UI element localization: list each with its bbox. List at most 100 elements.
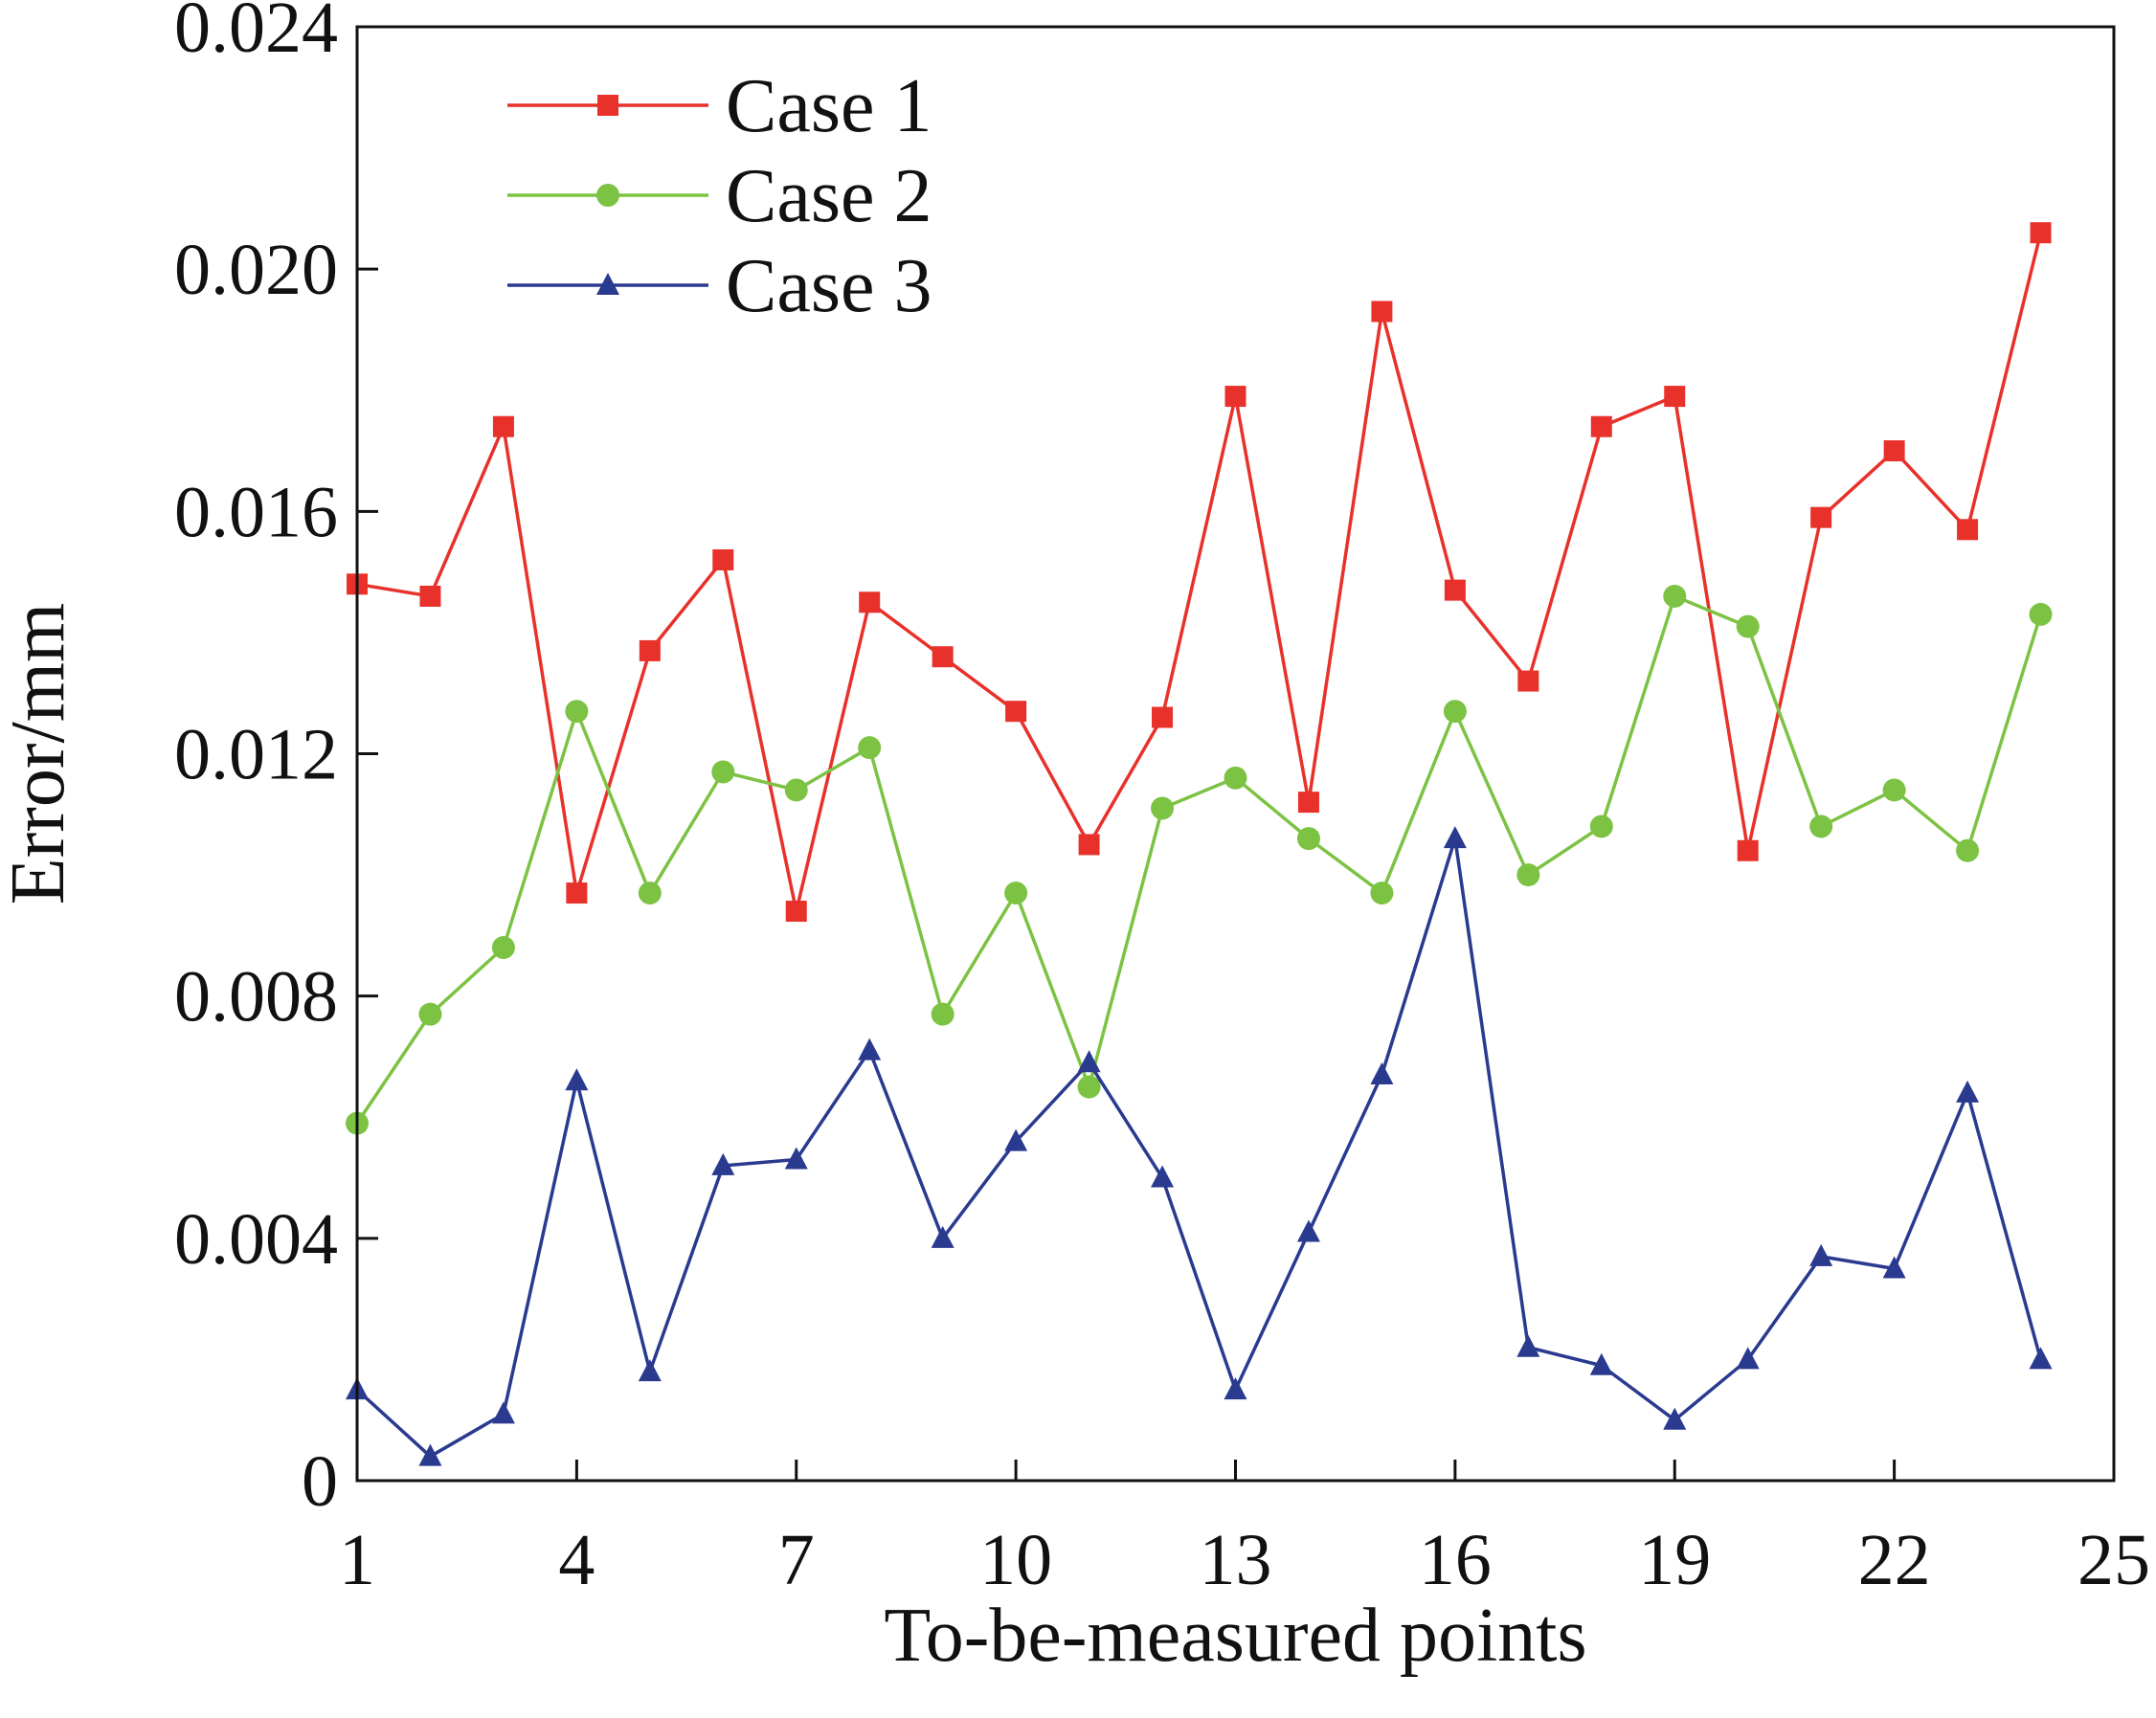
data-point-case-2 (1151, 796, 1175, 820)
data-point-case-2 (1589, 814, 1613, 838)
y-axis: 0 0.004 0.008 0.012 0.016 0.020 0.024 (174, 0, 378, 1522)
y-tick-label: 0.004 (174, 1199, 338, 1280)
x-tick-label: 25 (2077, 1520, 2150, 1600)
data-point-case-1 (932, 646, 954, 668)
series-case-2 (346, 584, 2053, 1135)
data-point-case-3 (638, 1359, 662, 1382)
plot-area (346, 222, 2053, 1466)
y-tick-label: 0.016 (174, 472, 338, 552)
x-tick-label: 7 (778, 1520, 815, 1600)
x-tick-label: 13 (1200, 1520, 1272, 1600)
series-case-1 (347, 222, 2052, 923)
data-point-case-1 (1883, 440, 1905, 462)
data-point-case-1 (419, 585, 441, 607)
legend-item-case-1: Case 1 (507, 64, 932, 148)
data-point-case-3 (1589, 1352, 1613, 1375)
data-point-case-1 (1371, 301, 1393, 323)
series-line-case-1 (356, 232, 2043, 913)
y-axis-title: Error/mm (0, 603, 80, 904)
data-point-case-2 (1809, 814, 1833, 838)
data-point-case-2 (2029, 602, 2053, 626)
series-line-case-3 (355, 837, 2043, 1459)
data-point-case-3 (1004, 1128, 1028, 1151)
y-tick-label: 0.024 (174, 0, 338, 68)
data-point-case-1 (1664, 386, 1686, 408)
y-tick-label: 0 (302, 1441, 338, 1522)
legend-label-case-1: Case 1 (726, 64, 932, 148)
data-point-case-3 (418, 1443, 442, 1466)
data-point-case-1 (1152, 706, 1174, 728)
x-tick-label: 10 (979, 1520, 1052, 1600)
data-point-case-2 (418, 1002, 442, 1026)
data-point-case-2 (1516, 863, 1540, 887)
legend-item-case-2: Case 2 (507, 154, 932, 238)
x-tick-label: 4 (558, 1520, 595, 1600)
data-point-case-1 (1737, 839, 1759, 861)
legend-item-case-3: Case 3 (507, 244, 932, 328)
legend-marker-case-2 (596, 184, 619, 207)
data-point-case-2 (1296, 827, 1320, 851)
data-point-case-2 (711, 760, 735, 784)
data-point-case-3 (931, 1225, 954, 1248)
data-point-case-2 (858, 736, 882, 760)
data-point-case-1 (492, 415, 514, 437)
data-point-case-3 (711, 1152, 735, 1175)
x-axis-title: To-be-measured points (884, 1594, 1586, 1678)
data-point-case-1 (1224, 386, 1246, 408)
y-tick-label: 0.008 (174, 957, 338, 1037)
data-point-case-2 (1956, 838, 1980, 862)
data-point-case-1 (566, 882, 588, 904)
data-point-case-2 (1224, 766, 1247, 790)
data-point-case-1 (1517, 670, 1539, 692)
data-point-case-2 (1077, 1075, 1101, 1099)
data-point-case-1 (639, 639, 661, 661)
data-point-case-3 (491, 1401, 515, 1424)
data-point-case-1 (2030, 222, 2052, 244)
data-point-case-2 (565, 700, 589, 724)
data-point-case-1 (1005, 701, 1027, 723)
data-point-case-1 (1957, 519, 1979, 541)
x-axis: 1 4 7 10 13 16 19 22 25 (339, 1460, 2150, 1600)
data-point-case-1 (1078, 834, 1100, 856)
legend-marker-case-1 (597, 95, 618, 116)
series-case-3 (346, 826, 2053, 1466)
data-point-case-3 (2029, 1347, 2053, 1370)
legend-label-case-2: Case 2 (726, 154, 932, 238)
data-point-case-2 (491, 936, 515, 960)
data-point-case-1 (1444, 579, 1466, 601)
x-tick-label: 16 (1419, 1520, 1492, 1600)
data-point-case-3 (1736, 1347, 1760, 1370)
data-point-case-1 (712, 548, 734, 570)
data-point-case-2 (1736, 614, 1760, 638)
data-point-case-2 (784, 778, 808, 802)
data-point-case-3 (1296, 1219, 1320, 1242)
x-tick-label: 1 (339, 1520, 375, 1600)
data-point-case-1 (1810, 506, 1832, 528)
data-point-case-3 (1370, 1061, 1394, 1084)
series-line-case-2 (355, 594, 2043, 1125)
data-point-case-2 (1004, 881, 1028, 905)
y-tick-label: 0.012 (174, 715, 338, 795)
data-point-case-3 (1443, 826, 1467, 849)
data-point-case-3 (858, 1037, 882, 1060)
data-point-case-1 (1590, 415, 1612, 437)
data-point-case-2 (638, 881, 662, 905)
data-point-case-3 (565, 1068, 589, 1091)
data-point-case-3 (784, 1147, 808, 1170)
data-point-case-3 (1663, 1407, 1687, 1430)
legend-marker-case-3 (596, 273, 619, 295)
data-point-case-3 (1077, 1050, 1101, 1073)
x-tick-label: 19 (1638, 1520, 1711, 1600)
data-point-case-3 (1809, 1243, 1833, 1266)
data-point-case-3 (1956, 1080, 1980, 1103)
data-point-case-2 (1443, 700, 1467, 724)
data-point-case-2 (1370, 881, 1394, 905)
data-point-case-1 (1297, 792, 1319, 814)
data-point-case-3 (1151, 1165, 1175, 1188)
data-point-case-2 (1663, 584, 1687, 608)
data-point-case-3 (1882, 1256, 1906, 1279)
y-tick-label: 0.020 (174, 230, 338, 310)
data-point-case-2 (1882, 778, 1906, 802)
